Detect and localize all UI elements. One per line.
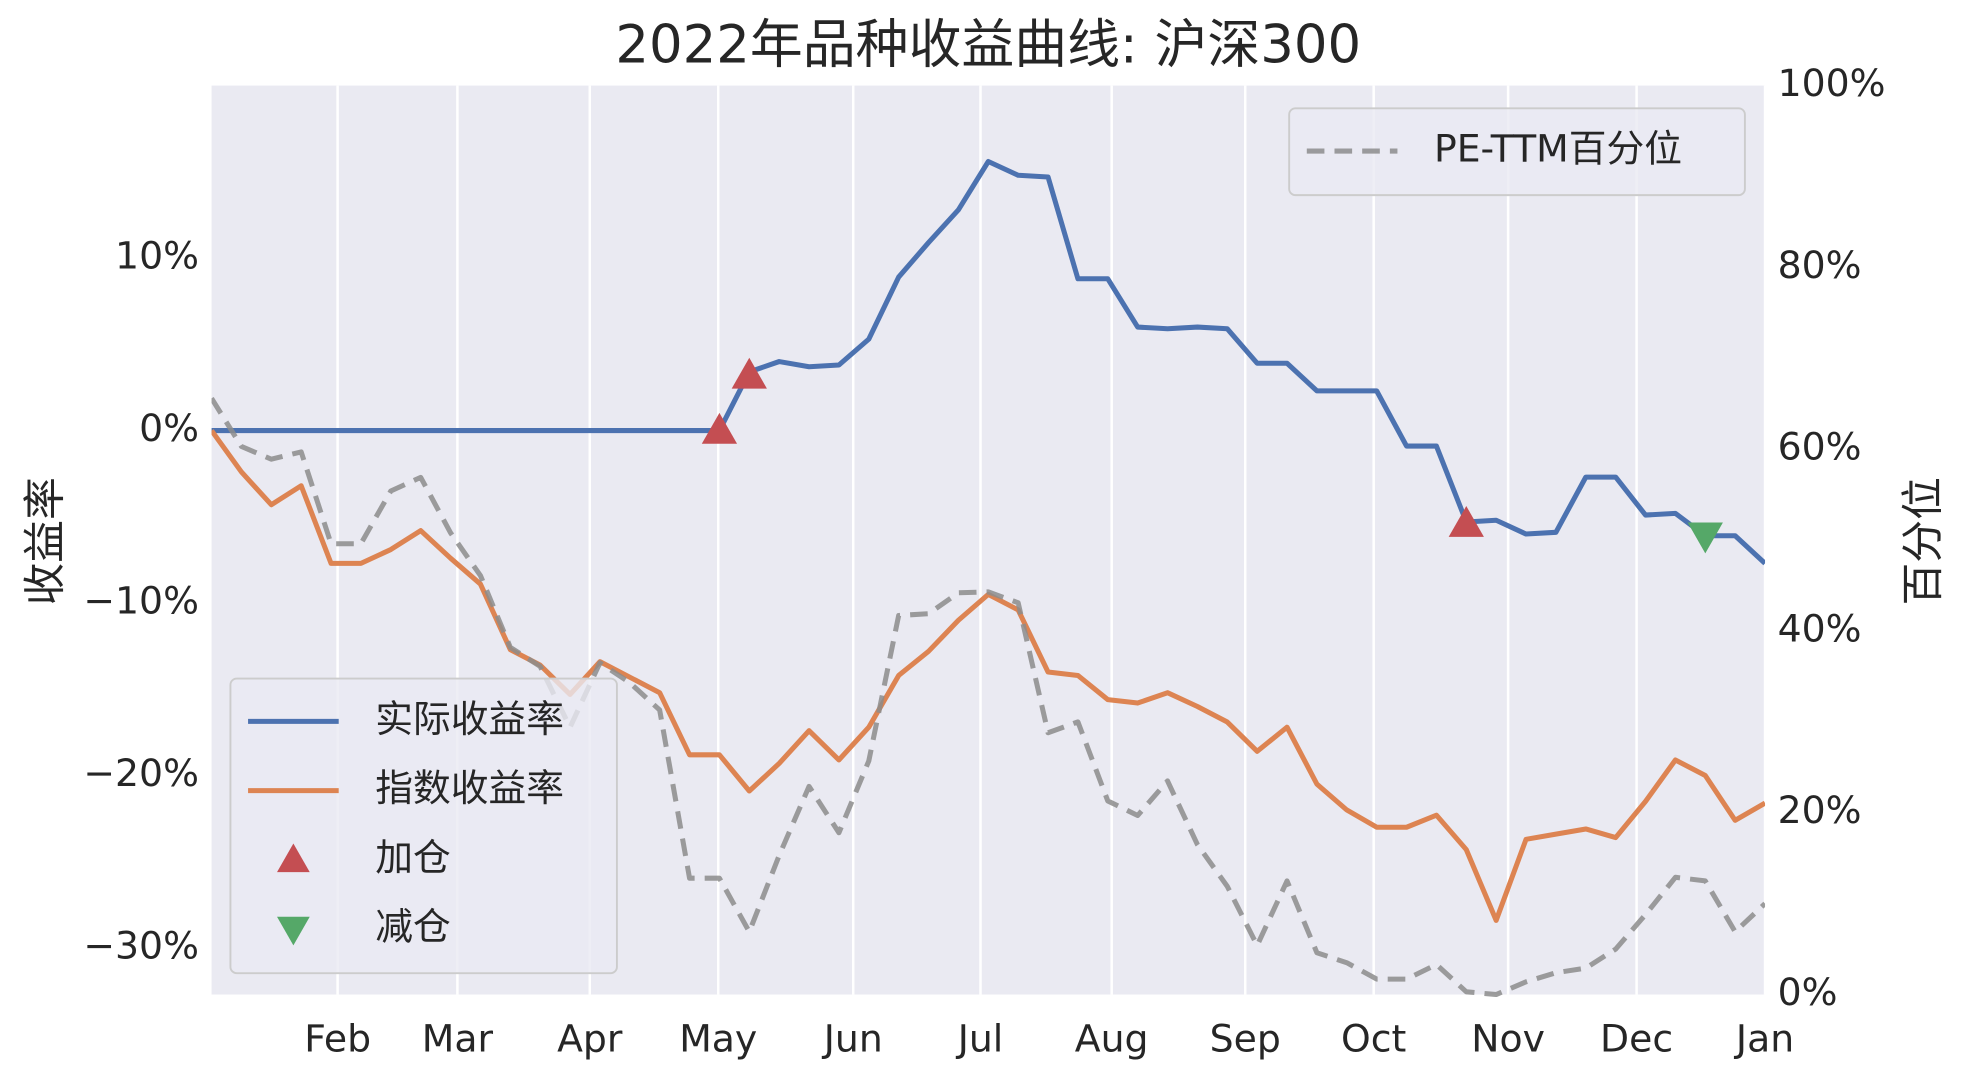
legend-label: 实际收益率 <box>375 697 564 741</box>
chart-title: 2022年品种收益曲线: 沪深300 <box>615 14 1361 75</box>
legend-label: 指数收益率 <box>375 766 564 810</box>
x-tick-label: Feb <box>304 1017 371 1061</box>
legend-label: PE-TTM百分位 <box>1434 127 1682 171</box>
series-line <box>211 158 1766 566</box>
legend-marker <box>277 916 310 946</box>
x-tick-label: Jun <box>822 1017 883 1061</box>
y2-axis-label: 百分位 <box>1899 477 1949 605</box>
x-tick-label: Jul <box>956 1017 1004 1061</box>
y2-tick-label: 0% <box>1778 970 1838 1014</box>
y2-tick-label: 100% <box>1778 61 1886 105</box>
y-tick-label: −10% <box>83 579 199 623</box>
x-tick-label: Mar <box>422 1017 494 1061</box>
x-tick-label: Jan <box>1734 1017 1794 1061</box>
x-tick-label: Aug <box>1075 1017 1149 1061</box>
x-tick-label: Dec <box>1600 1017 1673 1061</box>
series-line <box>211 396 1766 998</box>
x-tick-label: May <box>679 1017 757 1061</box>
x-tick-label: Nov <box>1471 1017 1545 1061</box>
y-tick-label: −20% <box>83 751 199 795</box>
y-tick-label: 0% <box>139 406 199 450</box>
legend-label: 减仓 <box>375 905 451 949</box>
marker <box>1687 522 1723 554</box>
legend-marker <box>277 843 310 873</box>
x-tick-label: Oct <box>1341 1017 1406 1061</box>
y-axis-label: 收益率 <box>20 477 70 605</box>
marker <box>731 357 767 389</box>
y-tick-label: 10% <box>115 234 199 278</box>
x-tick-label: Sep <box>1210 1017 1281 1061</box>
y2-tick-label: 60% <box>1778 425 1862 469</box>
y2-tick-label: 80% <box>1778 243 1862 287</box>
y2-tick-label: 40% <box>1778 606 1862 650</box>
y2-tick-label: 20% <box>1778 788 1862 832</box>
y-tick-label: −30% <box>83 923 199 967</box>
marker <box>1448 506 1484 537</box>
legend-label: 加仓 <box>375 835 451 879</box>
x-tick-label: Apr <box>557 1017 623 1061</box>
legend-box <box>1288 107 1746 197</box>
marker <box>701 412 738 444</box>
legend-box <box>229 677 618 975</box>
